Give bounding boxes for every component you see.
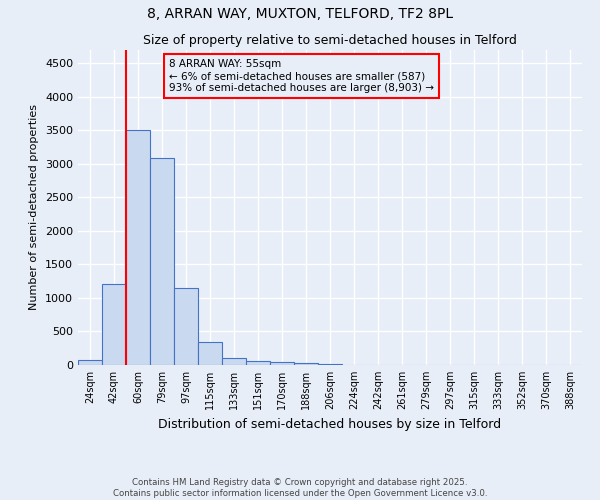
Bar [126,130,150,365]
Bar [294,363,318,365]
Bar [198,342,222,365]
Bar [102,284,126,365]
Bar [78,360,102,365]
Bar [270,362,294,365]
Title: Size of property relative to semi-detached houses in Telford: Size of property relative to semi-detach… [143,34,517,48]
Text: 8 ARRAN WAY: 55sqm
← 6% of semi-detached houses are smaller (587)
93% of semi-de: 8 ARRAN WAY: 55sqm ← 6% of semi-detached… [169,60,434,92]
Bar [246,361,270,365]
Text: 8, ARRAN WAY, MUXTON, TELFORD, TF2 8PL: 8, ARRAN WAY, MUXTON, TELFORD, TF2 8PL [147,8,453,22]
Bar [318,364,342,365]
Text: Contains HM Land Registry data © Crown copyright and database right 2025.
Contai: Contains HM Land Registry data © Crown c… [113,478,487,498]
Y-axis label: Number of semi-detached properties: Number of semi-detached properties [29,104,40,310]
Bar [150,158,174,365]
Bar [174,288,198,365]
X-axis label: Distribution of semi-detached houses by size in Telford: Distribution of semi-detached houses by … [158,418,502,430]
Bar [222,358,246,365]
